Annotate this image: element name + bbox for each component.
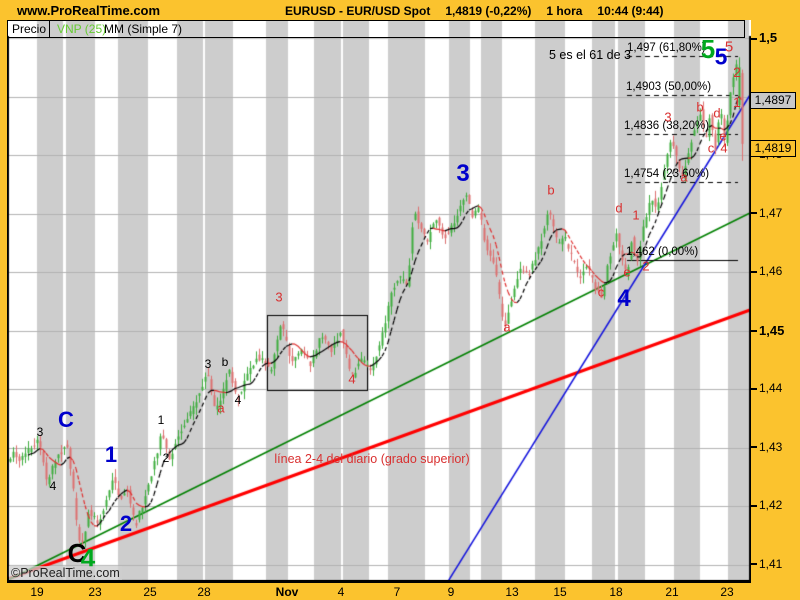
annotation-wave-4-10: 4: [80, 543, 96, 573]
fib-level-label-3: 1,4754 (23,60%): [624, 168, 710, 180]
price-marker-1,4897: 1,4897: [750, 92, 796, 109]
chart-title-group: EURUSD - EUR/USD Spot 1,4819 (-0,22%) 1 …: [285, 4, 715, 18]
last-quote: 1,4819 (-0,22%): [445, 4, 532, 18]
annotation-wave-a-21: a: [503, 319, 511, 335]
timeframe-label: 1 hora: [546, 4, 583, 18]
price-marker-1,4819: 1,4819: [750, 140, 796, 157]
x-axis-label-25: 25: [143, 585, 157, 599]
annotation-note-1: línea 2-4 del diario (grado superior): [274, 451, 470, 466]
annotation-wave-3-5: 3: [456, 160, 470, 187]
annotation-wave-2-4: 2: [119, 511, 133, 536]
annotation-wave-3-19: 3: [275, 289, 283, 305]
x-axis-label-23: 23: [720, 585, 734, 599]
fib-level-label-1: 1,4903 (50,00%): [626, 81, 712, 93]
x-axis-label-15: 15: [553, 585, 567, 599]
annotation-wave-1-35: 1: [733, 94, 741, 110]
x-axis-label-23: 23: [88, 585, 102, 599]
annotation-wave-2-27: 2: [642, 258, 650, 274]
x-axis-label-9: 9: [447, 585, 455, 599]
annotation-wave-4-34: 4: [720, 140, 728, 156]
price-chart[interactable]: [7, 20, 751, 582]
x-axis-label-4: 4: [337, 585, 345, 599]
annotation-wave-4-17: 4: [234, 393, 242, 407]
y-axis-tick: [751, 563, 757, 566]
y-axis-label-1,45: 1,45: [751, 323, 784, 338]
x-axis-label-13: 13: [505, 585, 519, 599]
chart-bottom-border: [7, 580, 751, 583]
y-axis-label-1,46: 1,46: [751, 264, 782, 278]
x-axis-label-7: 7: [393, 585, 401, 599]
annotation-wave-c-23: c: [597, 284, 605, 300]
y-axis-tick: [751, 212, 757, 215]
annotation-wave-2-36: 2: [733, 64, 741, 80]
x-axis-label-19: 19: [30, 585, 44, 599]
annotation-wave-1-25: 1: [632, 207, 640, 223]
y-axis-label-1,42: 1,42: [751, 498, 782, 512]
y-axis-tick: [751, 387, 757, 390]
annotation-wave-5-8: 5: [700, 34, 716, 64]
annotation-wave-b-30: b: [696, 99, 704, 115]
annotation-wave-b-16: b: [221, 355, 229, 369]
y-axis-tick: [751, 446, 757, 449]
prorealtime-logo: www.ProRealTime.com: [17, 3, 161, 18]
annotation-wave-5-37: 5: [724, 38, 734, 56]
y-axis-label-1,44: 1,44: [751, 381, 782, 395]
y-axis-tick: [751, 37, 757, 40]
annotation-wave-a-29: a: [680, 169, 688, 185]
annotation-wave-a-18: a: [217, 400, 225, 416]
y-axis-tick: [751, 330, 757, 333]
x-axis-label-18: 18: [609, 585, 623, 599]
legend-box: [7, 20, 745, 38]
y-axis-label-1,43: 1,43: [751, 440, 782, 454]
annotation-wave-d-31: d: [713, 105, 721, 121]
annotation-wave-d-24: d: [615, 200, 623, 216]
title-bar: www.ProRealTime.com EURUSD - EUR/USD Spo…: [0, 0, 800, 20]
x-axis-label-28: 28: [197, 585, 211, 599]
annotation-wave-1-3: 1: [104, 442, 118, 467]
x-axis-label-Nov: Nov: [275, 585, 299, 599]
annotation-wave-b-22: b: [547, 182, 555, 198]
legend-mm-indicator[interactable]: MM (Simple 7): [104, 22, 183, 36]
annotation-note-0: 5 es el 61 de 3: [548, 47, 632, 62]
annotation-wave-4-12: 4: [49, 479, 57, 493]
clock-label: 10:44 (9:44): [597, 4, 664, 18]
annotation-wave-1-13: 1: [157, 413, 165, 427]
instrument-title: EURUSD - EUR/USD Spot: [285, 4, 431, 18]
annotation-wave-4-6: 4: [617, 285, 631, 312]
watermark: ©ProRealTime.com: [9, 566, 122, 580]
annotation-wave-3-28: 3: [664, 109, 672, 125]
annotation-wave-5-7: 5: [714, 43, 728, 70]
legend-divider: [49, 20, 50, 38]
annotation-wave-e-26: e: [623, 264, 631, 280]
x-axis-label-21: 21: [665, 585, 679, 599]
annotation-wave-C-9: C: [67, 538, 87, 568]
annotation-wave-c-33: c: [707, 140, 715, 156]
y-axis-label-1,5: 1,5: [751, 30, 777, 45]
y-axis-tick: [751, 270, 757, 273]
annotation-wave-3-15: 3: [204, 357, 212, 371]
y-axis-tick: [751, 504, 757, 507]
fib-level-label-0: 1,497 (61,80%): [627, 42, 706, 54]
fib-level-label-2: 1,4836 (38,20%): [624, 120, 710, 132]
y-axis-label-1,47: 1,47: [751, 206, 782, 220]
annotation-wave-3-11: 3: [36, 425, 44, 439]
annotation-wave-C-2: C: [58, 407, 74, 432]
annotation-wave-4-20: 4: [348, 371, 356, 387]
annotation-wave-e-32: e: [719, 128, 727, 144]
legend-price[interactable]: Precio: [12, 22, 47, 36]
fib-level-label-4: 1,462 (0,00%): [626, 246, 699, 258]
annotation-wave-2-14: 2: [162, 451, 170, 465]
legend-vnp-indicator[interactable]: VNP (25): [57, 22, 107, 36]
y-axis-label-1,41: 1,41: [751, 557, 782, 571]
